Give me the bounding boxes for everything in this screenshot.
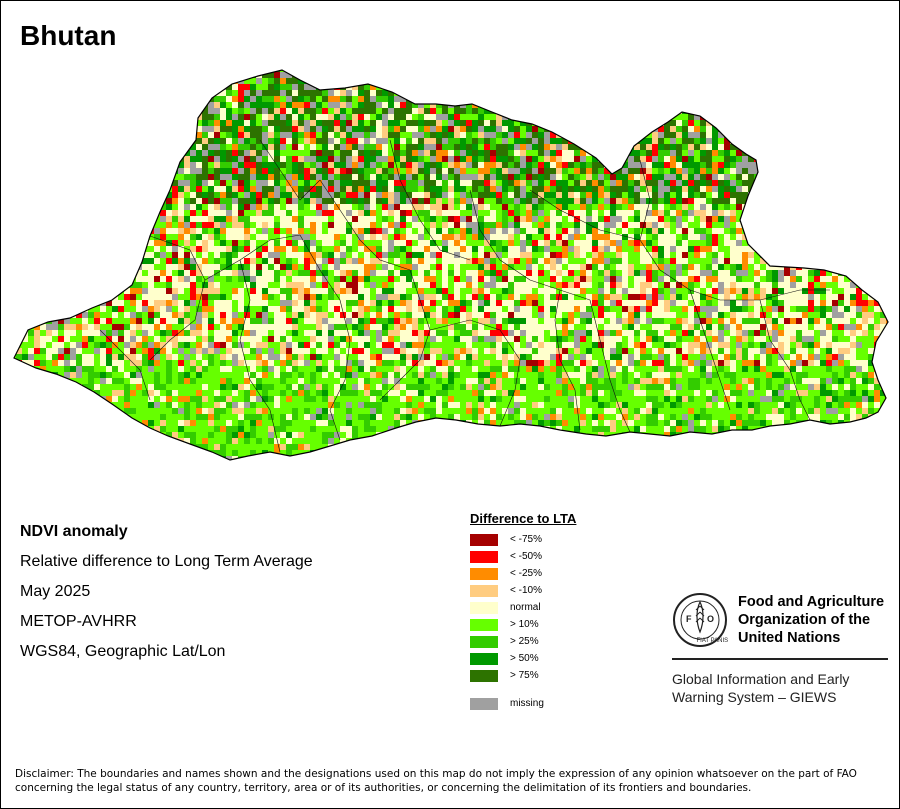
legend-swatch <box>470 601 498 614</box>
legend-label: > 50% <box>510 653 539 664</box>
legend-label: normal <box>510 602 541 613</box>
legend-swatch <box>470 584 498 597</box>
legend-item: normal <box>470 599 576 616</box>
legend-swatch <box>470 533 498 546</box>
fao-emblem-letter-f: F <box>686 614 692 624</box>
fao-emblem-letter-o: O <box>707 614 714 624</box>
info-heading: NDVI anomaly <box>20 523 128 540</box>
legend-swatch <box>470 635 498 648</box>
info-line-3: METOP-AVHRR <box>20 613 137 630</box>
legend-swatch <box>470 567 498 580</box>
legend-item: > 75% <box>470 667 576 684</box>
legend-swatch <box>470 618 498 631</box>
legend-label: < -75% <box>510 534 542 545</box>
legend-label: < -25% <box>510 568 542 579</box>
legend-swatch <box>470 669 498 682</box>
legend-swatch <box>470 652 498 665</box>
legend-label: < -50% <box>510 551 542 562</box>
legend-item: > 25% <box>470 633 576 650</box>
giews-name: Global Information and Early Warning Sys… <box>672 670 888 706</box>
legend-swatch <box>470 550 498 563</box>
fao-emblem-icon: F O FIAT PANIS <box>673 593 729 647</box>
info-line-2: May 2025 <box>20 583 91 600</box>
giews-line-1: Global Information and Early <box>672 671 850 687</box>
legend-item: > 10% <box>470 616 576 633</box>
fao-name: Food and Agriculture Organization of the… <box>738 593 884 647</box>
legend-item: > 50% <box>470 650 576 667</box>
legend-label-missing: missing <box>510 698 544 709</box>
legend-label: < -10% <box>510 585 542 596</box>
legend-item: < -50% <box>470 548 576 565</box>
disclaimer: Disclaimer: The boundaries and names sho… <box>15 768 857 794</box>
map-info: NDVI anomaly Relative difference to Long… <box>20 517 313 667</box>
legend-item: < -75% <box>470 531 576 548</box>
fao-name-line-2: Organization of the <box>738 612 871 628</box>
legend-label: > 10% <box>510 619 539 630</box>
legend-label: > 25% <box>510 636 539 647</box>
info-line-4: WGS84, Geographic Lat/Lon <box>20 643 226 660</box>
map-title: Bhutan <box>20 20 117 51</box>
fao-name-line-1: Food and Agriculture <box>738 594 885 610</box>
legend: Difference to LTA < -75% < -50% < -25% < -1… <box>470 511 576 712</box>
legend-item: < -10% <box>470 582 576 599</box>
info-line-1: Relative difference to Long Term Average <box>20 553 313 570</box>
legend-swatch-missing <box>470 697 498 710</box>
fao-emblem-motto: FIAT PANIS <box>697 638 729 644</box>
fao-block: F O FIAT PANIS Food and Agriculture Orga… <box>672 592 888 706</box>
legend-item: < -25% <box>470 565 576 582</box>
legend-item-missing: missing <box>470 695 576 712</box>
fao-name-line-3: United Nations <box>738 630 841 646</box>
giews-line-2: Warning System – GIEWS <box>672 689 837 705</box>
legend-title: Difference to LTA <box>470 511 577 526</box>
legend-label: > 75% <box>510 670 539 681</box>
fao-divider <box>672 658 888 660</box>
